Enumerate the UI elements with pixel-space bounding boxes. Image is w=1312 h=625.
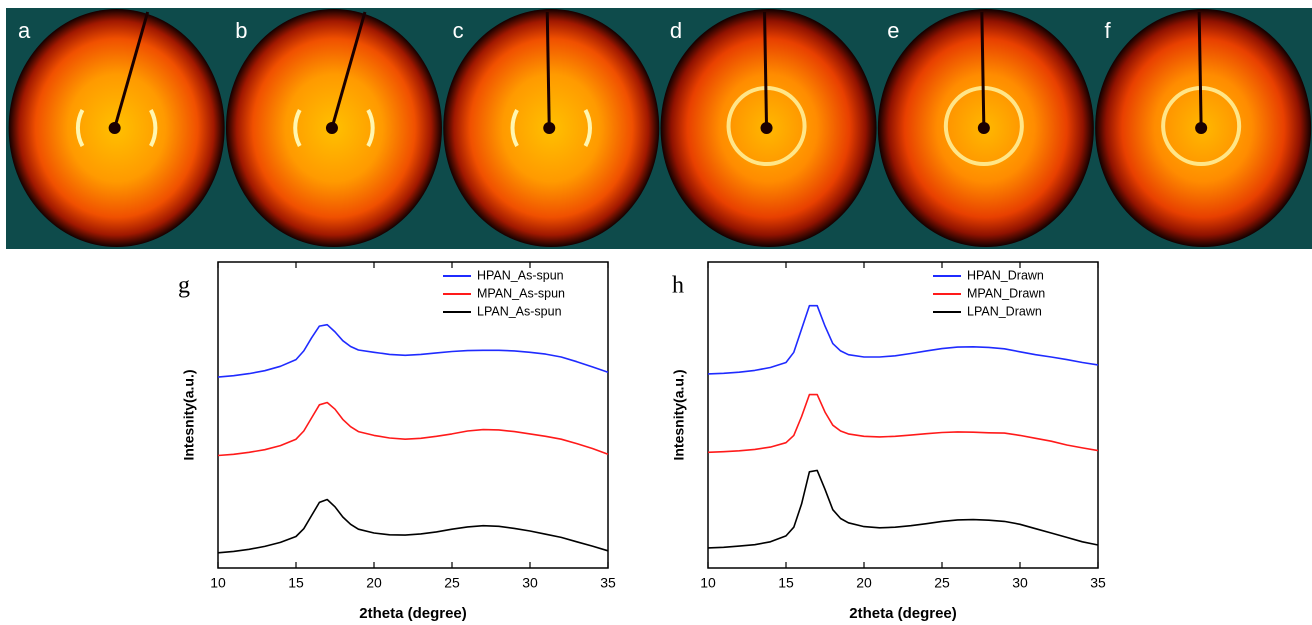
x-axis-label: 2theta (degree): [359, 605, 467, 622]
x-tick-label: 10: [210, 575, 226, 591]
panel-label: e: [887, 18, 899, 43]
panel-label: a: [18, 18, 31, 43]
beam-stop: [1197, 11, 1203, 129]
beam-stop-center: [1195, 122, 1208, 134]
x-tick-label: 25: [444, 575, 460, 591]
diffraction-arc: [75, 109, 85, 147]
waxd-images: a b c d e f: [8, 9, 1312, 247]
beam-stop: [980, 11, 986, 129]
x-tick-label: 20: [856, 575, 872, 591]
data-line: [217, 323, 609, 378]
x-tick-label: 30: [522, 575, 538, 591]
x-axis-label: 2theta (degree): [849, 605, 957, 622]
data-line: [707, 304, 1099, 375]
beam-stop: [113, 11, 150, 129]
y-axis-label: Intesnity(a.u.): [671, 369, 687, 460]
legend-label: MPAN_As-spun: [477, 286, 565, 300]
plot-frame: [707, 261, 1099, 569]
beam-stop: [763, 11, 769, 129]
data-line: [707, 393, 1099, 454]
legend-label: HPAN_As-spun: [477, 268, 564, 282]
x-tick-label: 15: [288, 575, 304, 591]
x-tick-label: 10: [700, 575, 716, 591]
x-tick-label: 20: [366, 575, 382, 591]
diffraction-arc: [293, 109, 302, 147]
y-axis-label: Intesnity(a.u.): [181, 369, 197, 460]
panel-label: f: [1105, 18, 1112, 43]
plot-frame: [217, 261, 609, 569]
diffraction-arc: [510, 109, 519, 147]
beam-stop-center: [760, 122, 773, 134]
diffraction-arc: [583, 109, 592, 147]
beam-stop-center: [325, 122, 338, 134]
legend-label: MPAN_Drawn: [967, 286, 1045, 300]
beam-stop: [545, 11, 551, 129]
data-line: [217, 498, 609, 554]
data-line: [707, 469, 1099, 549]
x-tick-label: 25: [934, 575, 950, 591]
x-tick-label: 15: [778, 575, 794, 591]
beam-stop: [330, 11, 367, 129]
legend-label: LPAN_As-spun: [477, 304, 562, 318]
diffraction-arc: [149, 109, 158, 147]
beam-stop-center: [108, 122, 121, 134]
beam-stop-center: [977, 122, 990, 134]
x-tick-label: 30: [1012, 575, 1028, 591]
panel-label: h: [672, 273, 684, 299]
beam-stop-center: [543, 122, 556, 134]
legend-label: HPAN_Drawn: [967, 268, 1044, 282]
legend-label: LPAN_Drawn: [967, 304, 1042, 318]
data-line: [217, 401, 609, 457]
panel-label: g: [178, 273, 190, 299]
x-tick-label: 35: [600, 575, 616, 591]
panel-label: b: [235, 18, 247, 43]
diffraction-arc: [366, 109, 375, 147]
panel-label: d: [670, 18, 682, 43]
panel-label: c: [453, 18, 464, 43]
x-tick-label: 35: [1090, 575, 1106, 591]
